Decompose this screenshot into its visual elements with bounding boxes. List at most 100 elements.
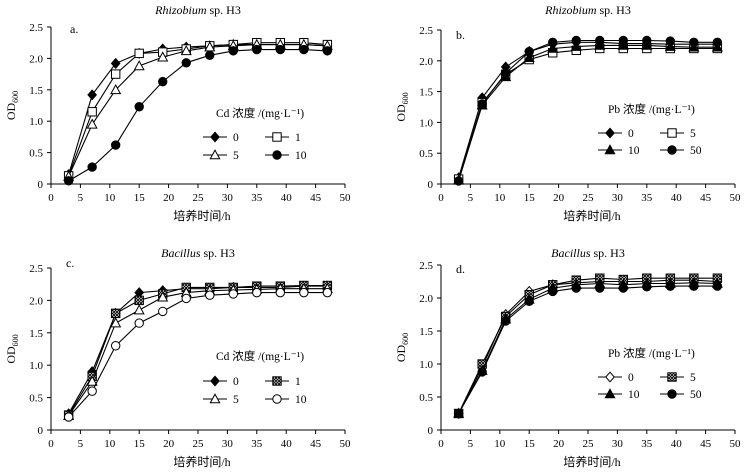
data-point-10 xyxy=(252,44,262,55)
data-point-10 xyxy=(228,46,238,56)
data-point-10 xyxy=(63,412,74,422)
x-tick-label: 45 xyxy=(700,438,712,450)
data-point-50 xyxy=(689,281,699,291)
data-point-5 xyxy=(110,83,122,95)
y-tick-label: 1.0 xyxy=(29,116,43,128)
data-point-5 xyxy=(86,118,98,129)
data-point-10 xyxy=(63,176,74,186)
y-tick-label: 2.5 xyxy=(419,25,433,37)
data-point-10 xyxy=(547,42,559,53)
panel-label: a. xyxy=(70,22,78,36)
legend-marker-0 xyxy=(605,371,615,383)
x-axis-label: 培养时间/h xyxy=(563,454,620,469)
legend-title: Cd 浓度 /(mg·L⁻¹) xyxy=(216,349,304,363)
x-tick-label: 10 xyxy=(494,438,506,450)
data-point-10 xyxy=(181,58,191,68)
legend-marker-0 xyxy=(210,131,220,143)
chart-title: Bacillus sp. H3 xyxy=(161,246,235,260)
panel-d-chart: Bacillus sp. H3d.0 5 10 15 20 25 30 35 40 45 5000.… xyxy=(394,246,741,469)
data-point-1 xyxy=(110,69,121,79)
y-tick-label: 1.5 xyxy=(419,87,433,99)
legend-marker-50 xyxy=(667,389,677,399)
data-point-10 xyxy=(252,287,262,298)
x-tick-label: 45 xyxy=(310,438,322,450)
data-point-10 xyxy=(134,102,144,112)
legend-marker-1 xyxy=(272,376,282,386)
x-tick-label: 25 xyxy=(583,438,595,450)
y-tick-label: 1.0 xyxy=(419,359,433,371)
y-tick-label: 2.5 xyxy=(419,260,433,272)
panel-label: d. xyxy=(456,262,465,276)
data-point-50 xyxy=(477,99,487,109)
legend-label-0: 0 xyxy=(628,128,634,140)
data-point-10 xyxy=(87,386,97,396)
data-point-10 xyxy=(228,289,238,299)
data-point-50 xyxy=(712,37,723,48)
y-tick-label: 1.5 xyxy=(419,326,433,338)
y-axis-label-sub: 600 xyxy=(11,91,20,103)
data-point-50 xyxy=(595,35,605,46)
data-point-5 xyxy=(133,304,145,315)
data-point-0 xyxy=(87,89,98,101)
data-point-5 xyxy=(110,317,122,328)
y-axis-label-sub: 600 xyxy=(11,334,20,346)
x-tick-label: 50 xyxy=(730,438,742,450)
chart-title-rest: sp. H3 xyxy=(207,3,241,17)
legend-marker-10 xyxy=(604,144,616,155)
data-point-50 xyxy=(477,367,487,377)
legend-marker-10 xyxy=(604,388,616,399)
x-tick-label: 15 xyxy=(524,192,536,204)
y-tick-label: 2.0 xyxy=(419,56,433,68)
chart-title: Rhizobium sp. H3 xyxy=(544,3,631,17)
y-axis-label: OD600 xyxy=(4,91,20,120)
data-point-10 xyxy=(158,306,168,317)
panel-label: b. xyxy=(456,28,465,42)
series-line-0 xyxy=(68,285,328,415)
x-tick-label: 35 xyxy=(251,438,263,450)
y-tick-label: 1.5 xyxy=(29,328,43,340)
y-tick-label: 2.0 xyxy=(29,295,43,307)
series-line-5 xyxy=(68,44,328,177)
x-tick-label: 50 xyxy=(340,438,352,450)
data-point-50 xyxy=(642,282,652,292)
legend-label-50: 50 xyxy=(690,389,702,401)
panel-a-chart: Rhizobium sp. H3a.0 5 10 15 20 25 30 35 40 45 5000… xyxy=(4,3,351,223)
series-line-10 xyxy=(458,282,718,414)
x-tick-label: 25 xyxy=(193,192,205,204)
x-tick-label: 0 xyxy=(48,192,54,204)
data-point-5 xyxy=(86,375,98,386)
data-point-1 xyxy=(134,48,144,59)
y-axis-label-sub: 600 xyxy=(401,92,410,104)
legend-title: Pb 浓度 /(mg·L⁻¹) xyxy=(608,102,695,116)
y-tick-label: 0.5 xyxy=(29,393,43,405)
data-point-5 xyxy=(180,45,192,56)
legend-label-5: 5 xyxy=(690,372,696,384)
x-tick-label: 20 xyxy=(163,438,175,450)
data-point-50 xyxy=(548,286,558,297)
x-tick-label: 45 xyxy=(700,192,712,204)
legend-marker-50 xyxy=(667,145,677,155)
x-tick-label: 20 xyxy=(553,438,565,450)
chart-title-rest: sp. H3 xyxy=(590,246,624,260)
x-tick-label: 0 xyxy=(48,438,54,450)
data-point-10 xyxy=(205,50,215,60)
x-tick-label: 0 xyxy=(438,438,444,450)
x-tick-label: 40 xyxy=(281,192,293,204)
chart-title-italic: Rhizobium xyxy=(544,3,597,17)
data-point-50 xyxy=(689,37,699,48)
data-point-50 xyxy=(548,37,558,48)
data-point-50 xyxy=(665,36,676,46)
x-tick-label: 5 xyxy=(468,192,474,204)
data-point-10 xyxy=(664,40,676,51)
y-axis-label: OD600 xyxy=(4,334,20,363)
data-point-5 xyxy=(157,291,169,302)
legend-marker-10 xyxy=(272,150,282,160)
data-point-50 xyxy=(524,46,534,57)
x-tick-label: 10 xyxy=(104,192,116,204)
x-axis-label: 培养时间/h xyxy=(173,208,230,223)
x-tick-label: 35 xyxy=(641,192,653,204)
data-point-50 xyxy=(500,68,511,78)
series-line-5 xyxy=(68,288,328,417)
y-axis-label-base: OD xyxy=(4,103,18,121)
